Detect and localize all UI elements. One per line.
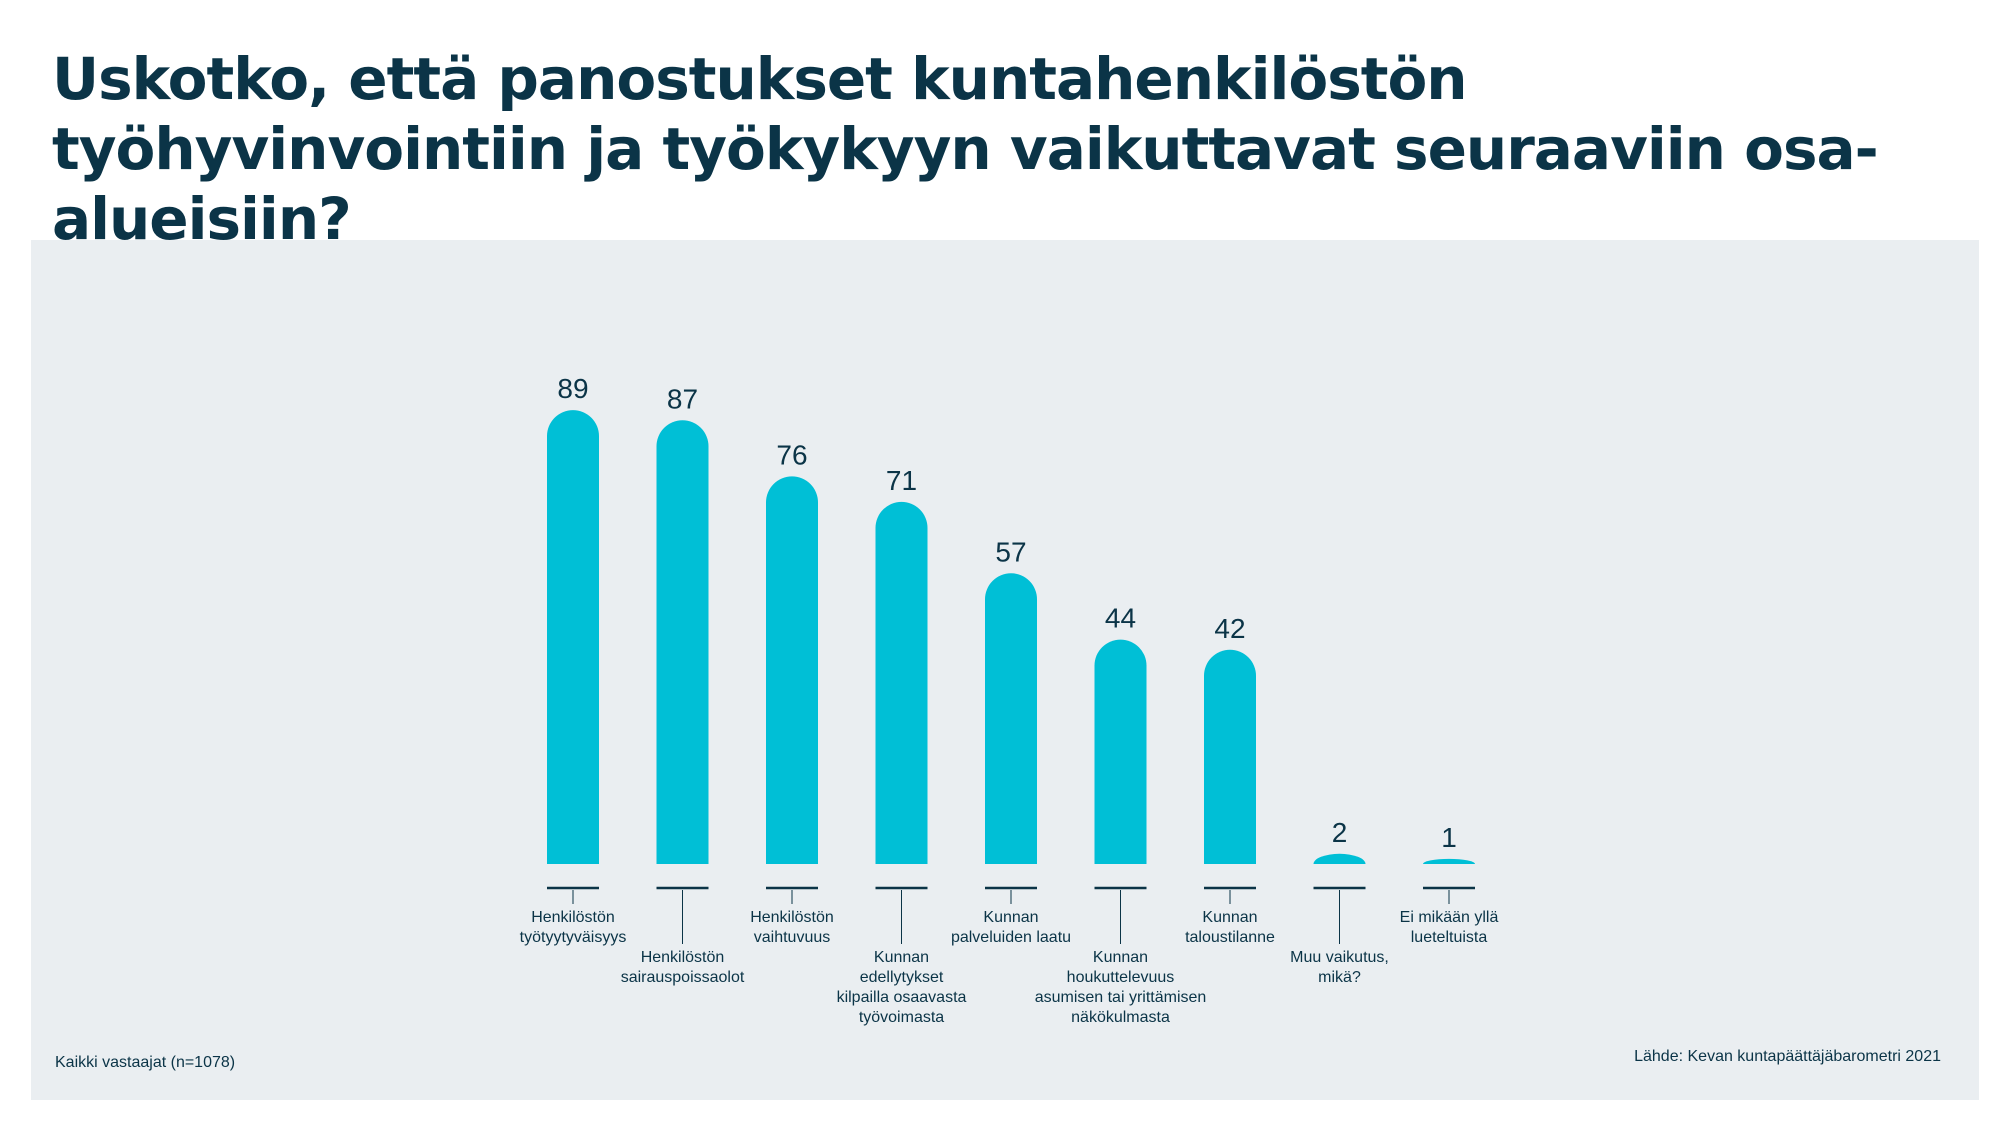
- page-title: Uskotko, että panostukset kuntahenkilöst…: [52, 45, 1879, 253]
- value-label-9: 1: [1441, 822, 1457, 853]
- category-label-8: Muu vaikutus, mikä?: [1290, 949, 1389, 986]
- category-label-6: Kunnan houkuttelevuus asumisen tai yrittäm…: [1035, 949, 1207, 1026]
- bar-7: [1204, 649, 1256, 864]
- category-label-4: Kunnan edellytykset kilpailla osaavasta työ…: [837, 949, 967, 1026]
- category-label-5: Kunnan palveluiden laatu: [951, 909, 1071, 946]
- bar-4: [875, 501, 928, 864]
- bar-1: [547, 410, 599, 864]
- bar-3: [766, 476, 818, 864]
- bar-6: [1094, 639, 1147, 864]
- bar-5: [985, 573, 1037, 864]
- bar-chart: 89 Henkilöstön työtyytyväisyys 87 Henkilöstö…: [520, 373, 1499, 1026]
- value-label-7: 42: [1214, 613, 1245, 644]
- value-label-2: 87: [667, 383, 698, 414]
- category-label-2: Henkilöstön sairauspoissaolot: [621, 949, 745, 986]
- value-label-1: 89: [557, 373, 588, 404]
- category-label-1: Henkilöstön työtyytyväisyys: [520, 909, 627, 946]
- source-note: Lähde: Kevan kuntapäättäjäbarometri 2021: [1634, 1048, 1941, 1065]
- chart-panel: 89 Henkilöstön työtyytyväisyys 87 Henkilöstö…: [31, 240, 1979, 1100]
- bar-8: [1313, 853, 1366, 864]
- value-label-8: 2: [1332, 817, 1348, 848]
- bar-2: [656, 420, 709, 864]
- value-label-5: 57: [995, 536, 1026, 567]
- value-label-4: 71: [886, 465, 917, 496]
- value-label-6: 44: [1105, 603, 1136, 634]
- value-label-3: 76: [776, 439, 807, 470]
- bar-9: [1423, 858, 1475, 864]
- category-label-3: Henkilöstön vaihtuvuus: [750, 909, 834, 946]
- category-label-9: Ei mikään yllä lueteltuista: [1400, 909, 1499, 946]
- respondents-note: Kaikki vastaajat (n=1078): [55, 1054, 236, 1071]
- category-label-7: Kunnan taloustilanne: [1185, 909, 1275, 946]
